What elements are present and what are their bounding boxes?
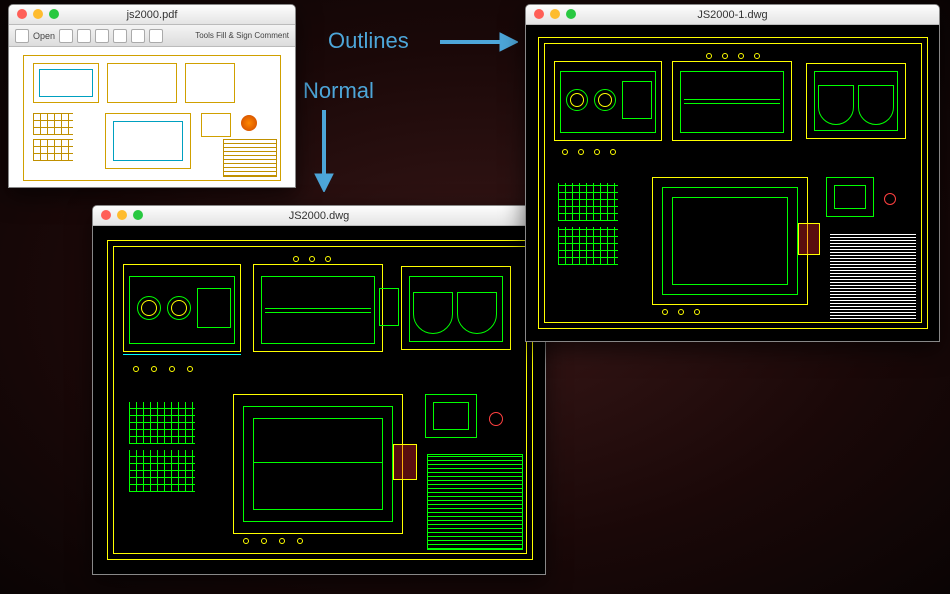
parts-list	[427, 454, 523, 550]
compass-icon	[489, 412, 503, 426]
nav-back-icon[interactable]	[15, 29, 29, 43]
grid-view	[558, 183, 618, 221]
arrow-normal	[310, 108, 338, 192]
pdf-toolbar[interactable]: Open Tools Fill & Sign Comment	[9, 25, 295, 47]
minimize-icon[interactable]	[117, 210, 127, 220]
grid-view	[558, 227, 618, 265]
outlines-dwg-window[interactable]: JS2000-1.dwg	[525, 4, 940, 342]
label-normal: Normal	[303, 78, 374, 104]
normal-traffic-lights[interactable]	[101, 210, 143, 220]
logo-badge	[241, 115, 257, 131]
grid-view	[33, 113, 73, 135]
zoomin-icon[interactable]	[149, 29, 163, 43]
normal-dwg-window[interactable]: JS2000.dwg	[92, 205, 546, 575]
arrow-outlines	[438, 28, 518, 56]
pdf-title: js2000.pdf	[127, 9, 178, 21]
page-icon[interactable]	[113, 29, 127, 43]
minimize-icon[interactable]	[550, 9, 560, 19]
pdf-titlebar[interactable]: js2000.pdf	[9, 5, 295, 25]
compass-icon	[884, 193, 896, 205]
label-outlines: Outlines	[328, 28, 409, 54]
zoomout-icon[interactable]	[131, 29, 145, 43]
outlines-title: JS2000-1.dwg	[697, 9, 767, 21]
pdf-canvas[interactable]	[9, 47, 295, 188]
normal-title: JS2000.dwg	[289, 210, 350, 222]
zoom-icon[interactable]	[49, 9, 59, 19]
toolbar-right-text[interactable]: Tools Fill & Sign Comment	[195, 31, 289, 40]
print-icon[interactable]	[77, 29, 91, 43]
outlines-canvas[interactable]	[526, 25, 939, 342]
normal-canvas[interactable]	[93, 226, 545, 575]
open-button[interactable]: Open	[33, 31, 55, 41]
grid-view	[129, 450, 195, 492]
outlines-traffic-lights[interactable]	[534, 9, 576, 19]
close-icon[interactable]	[17, 9, 27, 19]
minimize-icon[interactable]	[33, 9, 43, 19]
grid-view	[33, 139, 73, 161]
close-icon[interactable]	[101, 210, 111, 220]
pdf-window[interactable]: js2000.pdf Open Tools Fill & Sign Commen…	[8, 4, 296, 188]
parts-list	[223, 139, 277, 177]
save-icon[interactable]	[59, 29, 73, 43]
parts-list	[830, 233, 916, 319]
pdf-traffic-lights[interactable]	[17, 9, 59, 19]
normal-titlebar[interactable]: JS2000.dwg	[93, 206, 545, 226]
zoom-icon[interactable]	[566, 9, 576, 19]
close-icon[interactable]	[534, 9, 544, 19]
mail-icon[interactable]	[95, 29, 109, 43]
outlines-titlebar[interactable]: JS2000-1.dwg	[526, 5, 939, 25]
grid-view	[129, 402, 195, 444]
zoom-icon[interactable]	[133, 210, 143, 220]
